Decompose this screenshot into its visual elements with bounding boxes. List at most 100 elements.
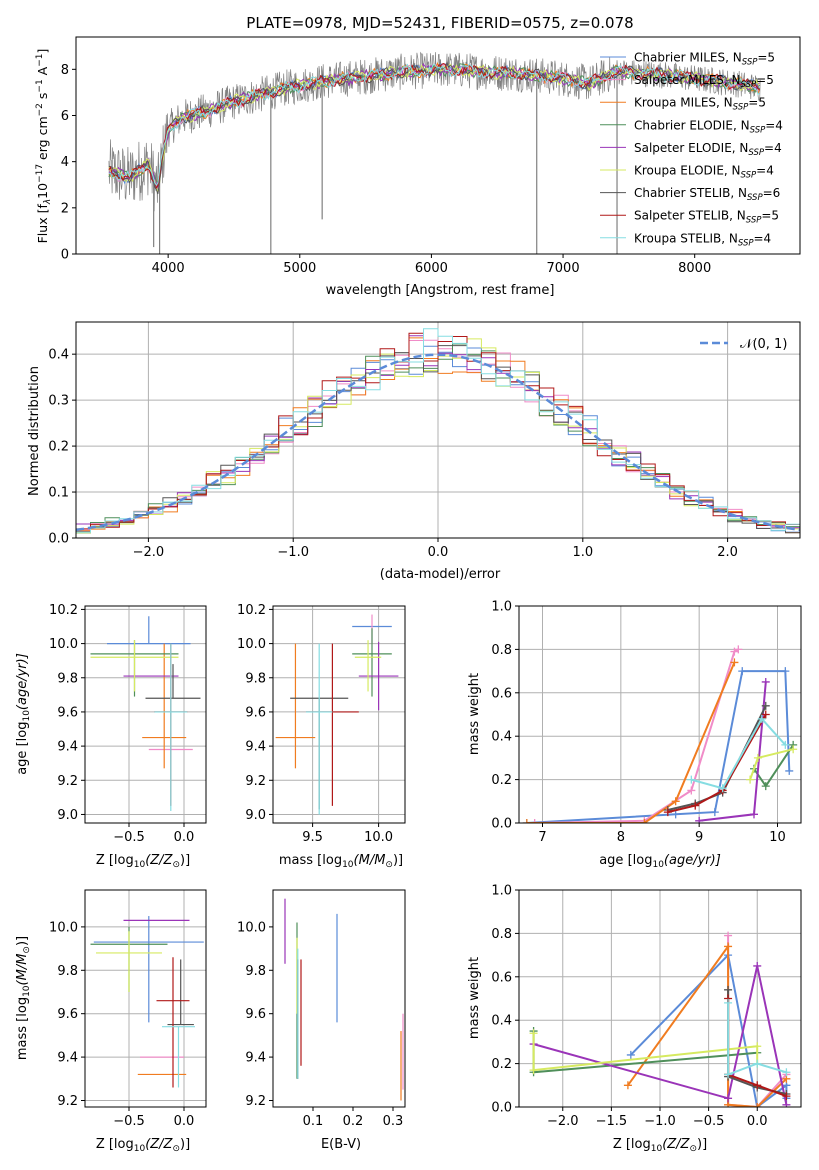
mass-age-xlabel: mass [log10(M/M⊙)] xyxy=(279,853,403,870)
label-part: (age/yr)] xyxy=(15,653,30,710)
label-part: Z [log xyxy=(96,853,134,868)
x-tick-label: 0.2 xyxy=(343,1114,364,1129)
z-weight-panel: −2.0 −1.5 −1.0 −0.5 0.0 0.0 0.2 0.4 0.6 0.8 1.0 xyxy=(491,884,802,1129)
y-tick-label: 9.4 xyxy=(57,740,78,755)
label-part: (M/M xyxy=(354,853,386,868)
legend-text: =4 xyxy=(765,118,783,132)
label-part: mass [log xyxy=(279,853,342,868)
legend-text: Kroupa MILES, N xyxy=(634,96,733,110)
legend-entry: Chabrier MILES, NSSP=5 xyxy=(634,51,775,68)
x-tick-label: 0.1 xyxy=(303,1114,324,1129)
label-part: )] xyxy=(180,853,190,868)
z-mass-ylabel: mass [log10(M/M⊙)] xyxy=(15,936,32,1060)
data-point-kroupa_stelib xyxy=(782,1068,791,1077)
z-age-panel: −0.5 0.0 9.0 9.2 9.4 9.6 9.8 10.0 10.2 xyxy=(49,603,207,845)
y-tick-label: 9.4 xyxy=(57,1051,78,1066)
mass-age-panel: 9.5 10.0 9.0 9.2 9.4 9.6 9.8 10.0 10.2 xyxy=(237,603,406,845)
label-part: (Z/Z xyxy=(662,1137,690,1152)
label-part: )] xyxy=(393,853,403,868)
y-tick-label: 9.0 xyxy=(57,808,78,823)
residual-ylabel: Normed distribution xyxy=(27,366,42,496)
legend-sub: SSP xyxy=(741,171,757,181)
axes-frame xyxy=(75,36,801,255)
y-tick-label: 10.0 xyxy=(49,920,78,935)
x-tick-label: 0.0 xyxy=(428,545,449,560)
y-tick-label: 2 xyxy=(61,201,69,216)
series-line-kroupa_stelib xyxy=(691,717,787,790)
data-point-salpeter_miles xyxy=(530,819,539,823)
y-tick-label: 9.8 xyxy=(245,671,266,686)
y-tick-label: 0.2 xyxy=(491,773,512,788)
legend-text: Salpeter ELODIE, N xyxy=(634,141,748,155)
axes-frame xyxy=(272,605,406,824)
x-tick-label: 5000 xyxy=(283,261,316,276)
legend-text: Salpeter STELIB, N xyxy=(634,209,746,223)
axes-frame xyxy=(518,605,802,824)
legend-entry: Salpeter STELIB, NSSP=5 xyxy=(634,209,779,226)
ylabel-part: s xyxy=(35,93,50,104)
label-part: 10 xyxy=(134,1144,146,1154)
y-tick-label: 9.2 xyxy=(57,1094,78,1109)
x-tick-label: −0.5 xyxy=(113,830,145,845)
ylabel-part: −1 xyxy=(35,79,45,92)
z-age-ylabel: age [log10(age/yr)] xyxy=(15,653,32,775)
legend-sub: SSP xyxy=(748,148,764,158)
spectrum-xlabel: wavelength [Angstrom, rest frame] xyxy=(326,283,555,298)
data-point-salpeter_elodie xyxy=(761,677,770,686)
y-tick-label: 9.6 xyxy=(245,705,266,720)
x-tick-label: −2.0 xyxy=(133,545,165,560)
data-point-salpeter_elodie xyxy=(782,1100,791,1107)
y-tick-label: 9.4 xyxy=(245,740,266,755)
data-point-salpeter_elodie xyxy=(750,810,758,819)
x-tick-label: 8 xyxy=(617,830,625,845)
ebv-mass-xlabel: E(B-V) xyxy=(321,1137,361,1152)
data-point-chabrier_stelib xyxy=(724,985,733,994)
label-part: (M/M xyxy=(15,954,30,986)
data-point-salpeter_elodie xyxy=(753,961,762,970)
legend-text: =5 xyxy=(748,96,766,110)
legend-sub: SSP xyxy=(747,193,763,203)
legend-entry: Salpeter ELODIE, NSSP=4 xyxy=(634,141,782,158)
label-part: 10 xyxy=(652,860,664,870)
legend-entry: Chabrier STELIB, NSSP=6 xyxy=(634,186,780,203)
data-point-kroupa_stelib xyxy=(781,740,790,749)
y-tick-label: 9.2 xyxy=(245,1094,266,1109)
y-tick-label: 9.2 xyxy=(245,774,266,789)
data-point-salpeter_elodie xyxy=(695,816,704,823)
label-part: ⊙ xyxy=(172,1144,180,1154)
y-tick-label: 0.3 xyxy=(48,394,69,409)
plot-area xyxy=(529,931,791,1107)
z-mass-panel: −0.5 0.0 9.2 9.4 9.6 9.8 10.0 xyxy=(49,889,207,1129)
series-line-chabrier_miles xyxy=(526,670,791,823)
y-tick-label: 10.0 xyxy=(237,920,266,935)
data-point-kroupa_elodie xyxy=(529,1029,538,1038)
label-part: (age/yr)] xyxy=(664,853,721,868)
data-point-kroupa_stelib xyxy=(753,1059,762,1068)
ylabel-part: −2 xyxy=(35,103,45,116)
x-tick-label: −0.5 xyxy=(693,1114,725,1129)
data-point-kroupa_miles xyxy=(730,658,739,667)
legend-entry: Kroupa MILES, NSSP=5 xyxy=(634,96,766,113)
data-point-kroupa_stelib xyxy=(718,784,727,793)
x-tick-label: −1.0 xyxy=(277,545,309,560)
label-part: (Z/Z xyxy=(145,853,173,868)
label-part: Z [log xyxy=(613,1137,651,1152)
legend-entry: Chabrier ELODIE, NSSP=4 xyxy=(634,118,783,135)
data-point-kroupa_elodie xyxy=(753,753,762,762)
label-part: )] xyxy=(15,936,30,946)
x-tick-label: 0.0 xyxy=(174,830,195,845)
y-tick-label: 8 xyxy=(61,63,69,78)
ylabel-part: −1 xyxy=(35,54,45,67)
ylabel-part: Flux [f xyxy=(35,204,50,244)
y-tick-label: 9.6 xyxy=(57,1007,78,1022)
data-point-kroupa_elodie xyxy=(746,775,755,784)
legend-text: =5 xyxy=(756,73,774,87)
x-tick-label: 4000 xyxy=(152,261,185,276)
age-weight-panel: 7 8 9 10 0.0 0.2 0.4 0.6 0.8 1.0 xyxy=(491,600,802,845)
legend-entry: 𝒩(0, 1) xyxy=(740,337,787,352)
x-tick-label: 10.0 xyxy=(364,830,393,845)
label-part: ⊙ xyxy=(172,860,180,870)
x-tick-label: −1.5 xyxy=(596,1114,628,1129)
x-tick-label: 9.5 xyxy=(302,830,323,845)
label-part: ⊙ xyxy=(22,946,32,954)
